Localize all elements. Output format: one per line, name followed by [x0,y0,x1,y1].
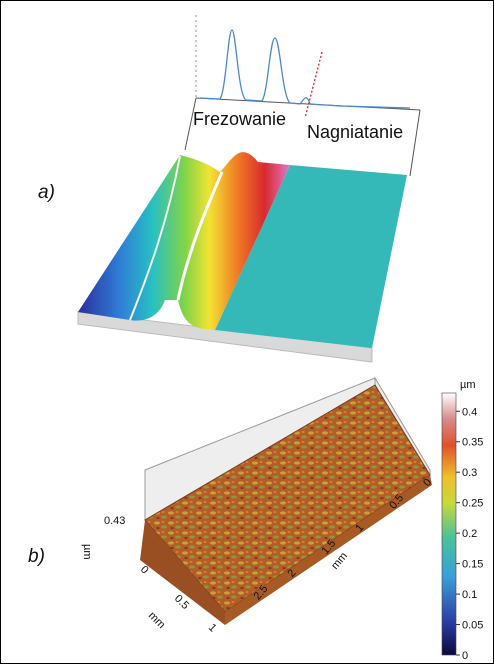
colorbar-tick-label: 0.05 [462,620,483,632]
region-label: Frezowanie [193,109,286,129]
colorbar-tick-label: 0.1 [462,589,477,601]
colorbar-tick-label: 0.4 [462,406,477,418]
colorbar-tick-label: 0 [462,650,468,662]
panel-label: a) [38,182,55,203]
colorbar-tick-label: 0.2 [462,528,477,540]
panel-label: b) [28,546,45,567]
z-max-label: 0.43 [104,515,125,527]
figure: Frezowanie Nagniatanie a) b) 0.43 µm mm … [0,0,494,664]
region-label: Nagniatanie [307,122,403,142]
z-unit: µm [81,544,93,560]
colorbar-tick-label: 0.15 [462,559,483,571]
colorbar-tick-label: 0.25 [462,498,483,510]
colorbar-tick-label: 0.35 [462,437,483,449]
colorbar-unit: µm [460,379,476,391]
colorbar-tick-label: 0.3 [462,467,477,479]
colorbar [442,393,456,655]
